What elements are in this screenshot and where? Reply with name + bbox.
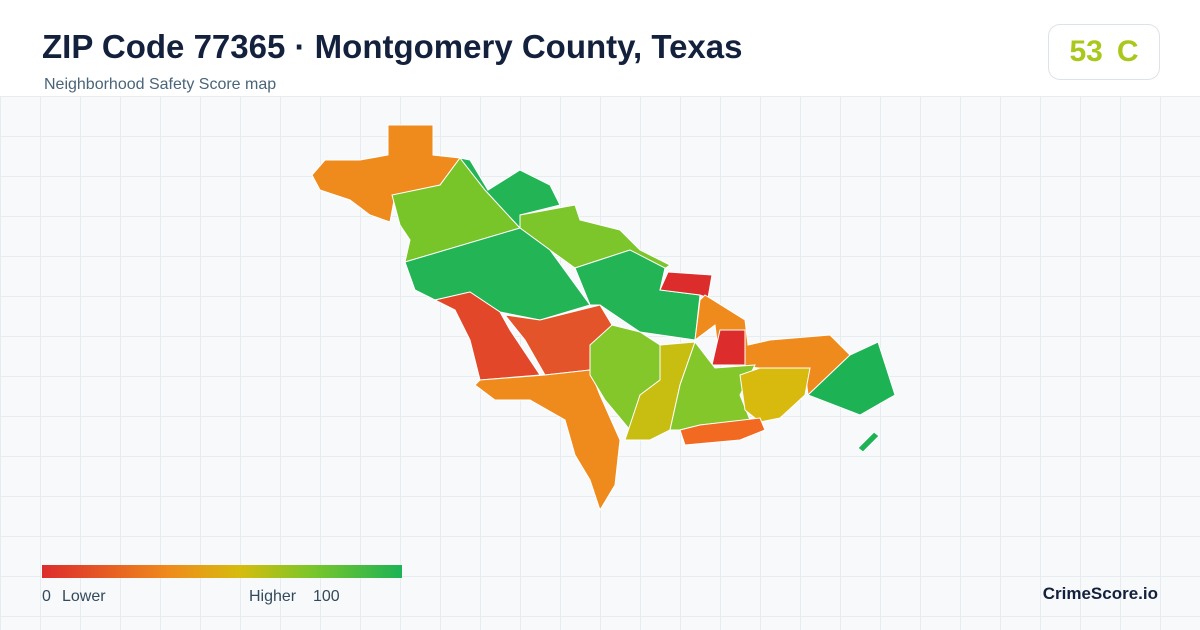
legend-max-label: Higher: [249, 588, 297, 605]
brand: CrimeScore.io: [1042, 584, 1158, 603]
score-badge: 53 C: [1048, 24, 1160, 80]
legend-min-label: Lower: [62, 588, 106, 605]
region: [711, 329, 746, 366]
title: ZIP Code 77365 · Montgomery County, Texa…: [42, 28, 743, 65]
header-bar: [0, 0, 1200, 96]
score-grade: C: [1116, 35, 1139, 68]
region: [311, 124, 461, 223]
legend-max: 100: [313, 588, 340, 605]
score-value: 53: [1069, 35, 1103, 68]
region: [474, 369, 621, 512]
region: [857, 431, 880, 453]
subtitle: Neighborhood Safety Score map: [44, 76, 277, 93]
legend-min: 0: [42, 588, 51, 605]
region: [458, 157, 561, 230]
region: [404, 227, 591, 321]
legend-gradient: [42, 565, 402, 578]
region: [807, 341, 896, 416]
region: [739, 367, 811, 423]
region: [679, 417, 766, 446]
